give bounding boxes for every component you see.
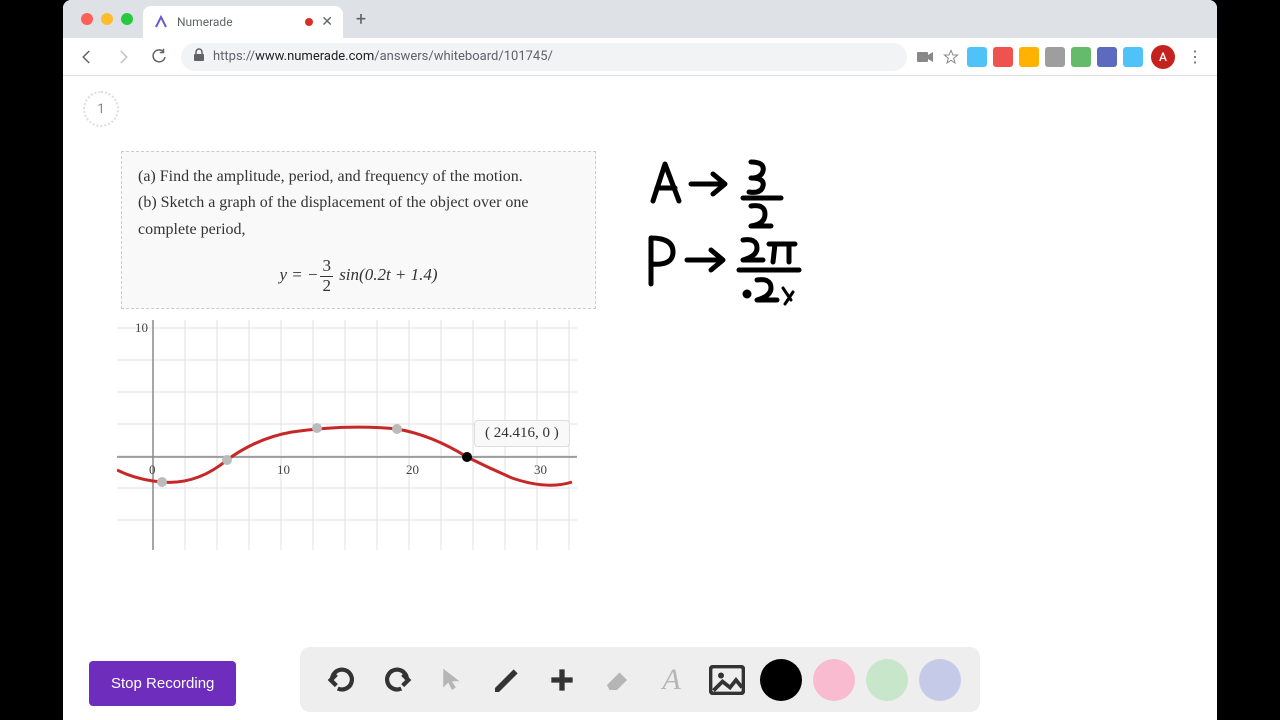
browser-window: Numerade ✕ + https://www.numerade.com/an… xyxy=(63,0,1217,720)
page-number-badge: 1 xyxy=(83,91,119,127)
url-bar[interactable]: https://www.numerade.com/answers/whitebo… xyxy=(181,43,907,71)
page-content: 1 (a) Find the amplitude, period, and fr… xyxy=(63,76,1217,720)
svg-text:10: 10 xyxy=(277,462,290,477)
pen-tool-button[interactable] xyxy=(485,658,529,702)
problem-line-b: (b) Sketch a graph of the displacement o… xyxy=(138,190,579,243)
maximize-window-button[interactable] xyxy=(121,13,133,25)
back-button[interactable] xyxy=(73,43,101,71)
recording-indicator-icon xyxy=(305,18,313,26)
handwriting-annotations xyxy=(643,156,843,320)
forward-button[interactable] xyxy=(109,43,137,71)
cursor-tool-button[interactable] xyxy=(430,658,474,702)
tab-bar: Numerade ✕ + xyxy=(63,0,1217,38)
lock-icon xyxy=(193,48,205,66)
camera-icon[interactable] xyxy=(915,47,935,67)
tab-favicon-icon xyxy=(153,14,169,30)
redo-button[interactable] xyxy=(375,658,419,702)
graph-tooltip: ( 24.416, 0 ) xyxy=(474,420,570,447)
profile-avatar[interactable]: A xyxy=(1151,45,1175,69)
text-tool-button[interactable]: A xyxy=(650,658,694,702)
color-purple[interactable] xyxy=(919,659,961,701)
tab-close-button[interactable]: ✕ xyxy=(321,14,333,30)
url-text: https://www.numerade.com/answers/whitebo… xyxy=(213,49,553,64)
ext-icon-7[interactable] xyxy=(1123,47,1143,67)
star-icon[interactable] xyxy=(941,47,961,67)
problem-statement: (a) Find the amplitude, period, and freq… xyxy=(121,151,596,309)
minimize-window-button[interactable] xyxy=(101,13,113,25)
ext-icon-1[interactable] xyxy=(967,47,987,67)
svg-text:20: 20 xyxy=(406,462,419,477)
equation: y = −32 sin(0.2t + 1.4) xyxy=(138,257,579,295)
color-black[interactable] xyxy=(760,659,802,701)
color-green[interactable] xyxy=(866,659,908,701)
ext-icon-5[interactable] xyxy=(1071,47,1091,67)
svg-text:10: 10 xyxy=(135,320,148,335)
window-controls xyxy=(71,13,143,25)
ext-icon-6[interactable] xyxy=(1097,47,1117,67)
problem-line-a: (a) Find the amplitude, period, and freq… xyxy=(138,164,579,190)
stop-recording-button[interactable]: Stop Recording xyxy=(89,661,236,706)
ext-icon-4[interactable] xyxy=(1045,47,1065,67)
tab-title: Numerade xyxy=(177,15,297,29)
svg-text:30: 30 xyxy=(534,462,547,477)
ext-icon-2[interactable] xyxy=(993,47,1013,67)
whiteboard-toolbar: A xyxy=(300,647,980,712)
color-pink[interactable] xyxy=(813,659,855,701)
undo-button[interactable] xyxy=(320,658,364,702)
new-tab-button[interactable]: + xyxy=(347,5,375,33)
browser-menu-button[interactable]: ⋮ xyxy=(1183,47,1207,66)
browser-tab[interactable]: Numerade ✕ xyxy=(143,6,343,38)
ext-icon-3[interactable] xyxy=(1019,47,1039,67)
extension-icons xyxy=(915,47,1143,67)
svg-text:0: 0 xyxy=(149,462,156,477)
image-tool-button[interactable] xyxy=(705,658,749,702)
graph[interactable]: 10 0 10 20 30 ( 24.416, 0 ) xyxy=(117,320,577,550)
address-bar: https://www.numerade.com/answers/whitebo… xyxy=(63,38,1217,76)
add-button[interactable] xyxy=(540,658,584,702)
reload-button[interactable] xyxy=(145,43,173,71)
eraser-tool-button[interactable] xyxy=(595,658,639,702)
close-window-button[interactable] xyxy=(81,13,93,25)
